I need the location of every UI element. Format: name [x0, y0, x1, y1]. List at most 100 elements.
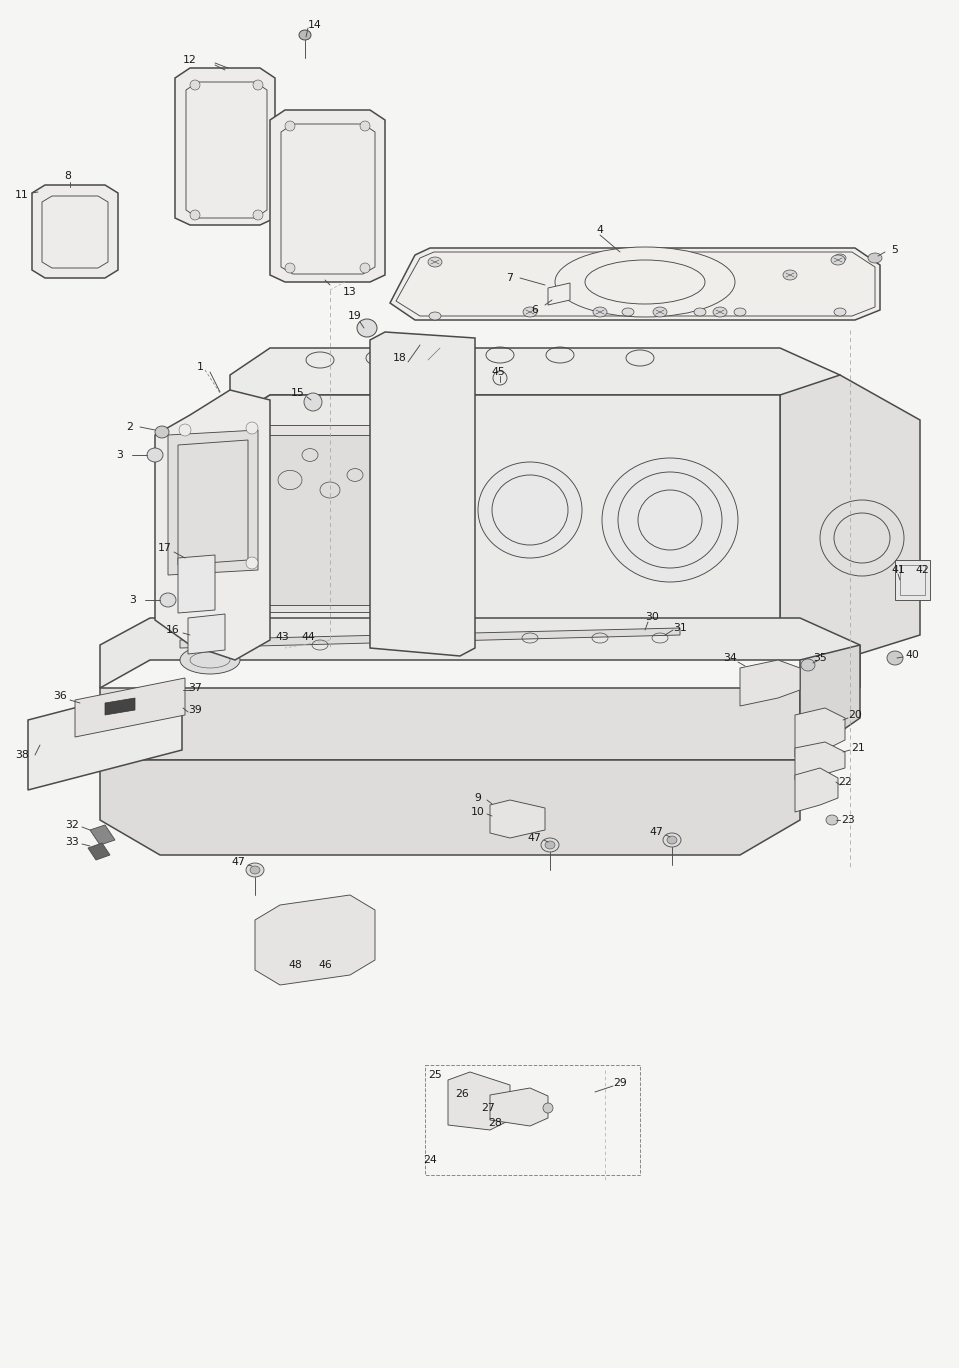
- Polygon shape: [230, 347, 840, 420]
- Text: 22: 22: [838, 777, 852, 787]
- Ellipse shape: [428, 257, 442, 267]
- Text: 47: 47: [231, 856, 245, 867]
- Ellipse shape: [179, 561, 191, 573]
- Polygon shape: [780, 375, 920, 659]
- Text: 27: 27: [481, 1103, 495, 1114]
- Ellipse shape: [694, 308, 706, 316]
- Text: 41: 41: [891, 565, 905, 575]
- Polygon shape: [390, 248, 880, 320]
- Text: 35: 35: [813, 653, 827, 663]
- Ellipse shape: [667, 836, 677, 844]
- Text: 36: 36: [53, 691, 67, 700]
- Polygon shape: [262, 435, 375, 605]
- Text: 5: 5: [892, 245, 899, 254]
- Text: 14: 14: [308, 21, 322, 30]
- Ellipse shape: [429, 259, 441, 265]
- Ellipse shape: [246, 863, 264, 877]
- Text: 32: 32: [65, 819, 79, 830]
- Ellipse shape: [831, 254, 845, 265]
- Text: 42: 42: [915, 565, 929, 575]
- Text: 3: 3: [129, 595, 136, 605]
- Text: 31: 31: [673, 622, 687, 633]
- Text: 23: 23: [841, 815, 854, 825]
- Polygon shape: [370, 332, 475, 657]
- Ellipse shape: [783, 269, 797, 280]
- Text: 16: 16: [166, 625, 180, 635]
- Polygon shape: [100, 688, 800, 761]
- Polygon shape: [32, 185, 118, 278]
- Text: 25: 25: [428, 1070, 442, 1079]
- Text: 34: 34: [723, 653, 737, 663]
- Text: 47: 47: [649, 828, 663, 837]
- Polygon shape: [490, 1088, 548, 1126]
- Text: 40: 40: [905, 650, 919, 659]
- Text: 26: 26: [456, 1089, 469, 1099]
- Polygon shape: [75, 679, 185, 737]
- Text: 7: 7: [506, 274, 513, 283]
- Polygon shape: [175, 68, 275, 224]
- Text: 38: 38: [15, 750, 29, 761]
- Ellipse shape: [155, 425, 169, 438]
- Text: 24: 24: [423, 1155, 437, 1166]
- Ellipse shape: [801, 659, 815, 670]
- Ellipse shape: [306, 912, 324, 928]
- Text: 20: 20: [848, 710, 862, 720]
- Ellipse shape: [713, 306, 727, 317]
- Text: 39: 39: [188, 705, 202, 715]
- Text: 37: 37: [188, 683, 202, 694]
- Ellipse shape: [429, 312, 441, 320]
- Polygon shape: [255, 895, 375, 985]
- Polygon shape: [795, 741, 845, 780]
- Ellipse shape: [285, 263, 295, 274]
- Text: 1: 1: [197, 363, 203, 372]
- Ellipse shape: [147, 447, 163, 462]
- Ellipse shape: [834, 308, 846, 316]
- Text: 6: 6: [531, 305, 538, 315]
- Ellipse shape: [190, 79, 200, 90]
- Text: 8: 8: [64, 171, 71, 181]
- Polygon shape: [448, 1073, 510, 1130]
- Text: 15: 15: [292, 389, 305, 398]
- Ellipse shape: [250, 866, 260, 874]
- Text: 4: 4: [596, 224, 603, 235]
- Polygon shape: [90, 825, 115, 845]
- Polygon shape: [795, 709, 845, 757]
- Text: 48: 48: [288, 960, 302, 970]
- Text: 11: 11: [15, 190, 29, 200]
- Ellipse shape: [385, 468, 455, 532]
- Polygon shape: [740, 659, 800, 706]
- Ellipse shape: [834, 254, 846, 263]
- Polygon shape: [548, 283, 570, 305]
- Text: 47: 47: [527, 833, 541, 843]
- Text: 13: 13: [343, 287, 357, 297]
- Polygon shape: [255, 425, 380, 611]
- Polygon shape: [100, 618, 860, 688]
- Ellipse shape: [543, 1103, 553, 1114]
- Text: 43: 43: [275, 632, 289, 642]
- Polygon shape: [100, 761, 800, 855]
- Polygon shape: [178, 555, 215, 613]
- Polygon shape: [490, 800, 545, 839]
- Ellipse shape: [253, 211, 263, 220]
- Polygon shape: [895, 560, 930, 601]
- Text: 44: 44: [301, 632, 315, 642]
- Polygon shape: [795, 767, 838, 813]
- Ellipse shape: [555, 248, 735, 317]
- Ellipse shape: [299, 30, 311, 40]
- Text: 46: 46: [318, 960, 332, 970]
- Ellipse shape: [653, 306, 667, 317]
- Ellipse shape: [541, 839, 559, 852]
- Ellipse shape: [622, 308, 634, 316]
- Ellipse shape: [734, 308, 746, 316]
- Ellipse shape: [360, 120, 370, 131]
- Ellipse shape: [246, 557, 258, 569]
- Ellipse shape: [179, 424, 191, 436]
- Ellipse shape: [887, 651, 903, 665]
- Ellipse shape: [160, 592, 176, 607]
- Ellipse shape: [826, 815, 838, 825]
- Text: 33: 33: [65, 837, 79, 847]
- Ellipse shape: [190, 211, 200, 220]
- Polygon shape: [105, 698, 135, 715]
- Ellipse shape: [360, 263, 370, 274]
- Polygon shape: [168, 430, 258, 575]
